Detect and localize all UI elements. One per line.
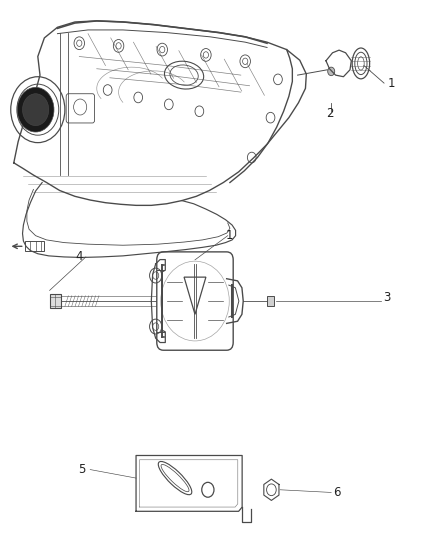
FancyBboxPatch shape bbox=[49, 294, 60, 309]
Text: 1: 1 bbox=[388, 77, 395, 90]
FancyBboxPatch shape bbox=[267, 296, 274, 306]
Circle shape bbox=[17, 87, 54, 132]
Text: 4: 4 bbox=[75, 251, 83, 263]
Text: 1: 1 bbox=[226, 229, 233, 242]
Text: 2: 2 bbox=[327, 107, 334, 120]
Text: 3: 3 bbox=[383, 291, 391, 304]
Text: 5: 5 bbox=[78, 463, 85, 476]
Circle shape bbox=[22, 94, 49, 126]
Text: 6: 6 bbox=[333, 486, 341, 499]
Circle shape bbox=[328, 67, 335, 76]
